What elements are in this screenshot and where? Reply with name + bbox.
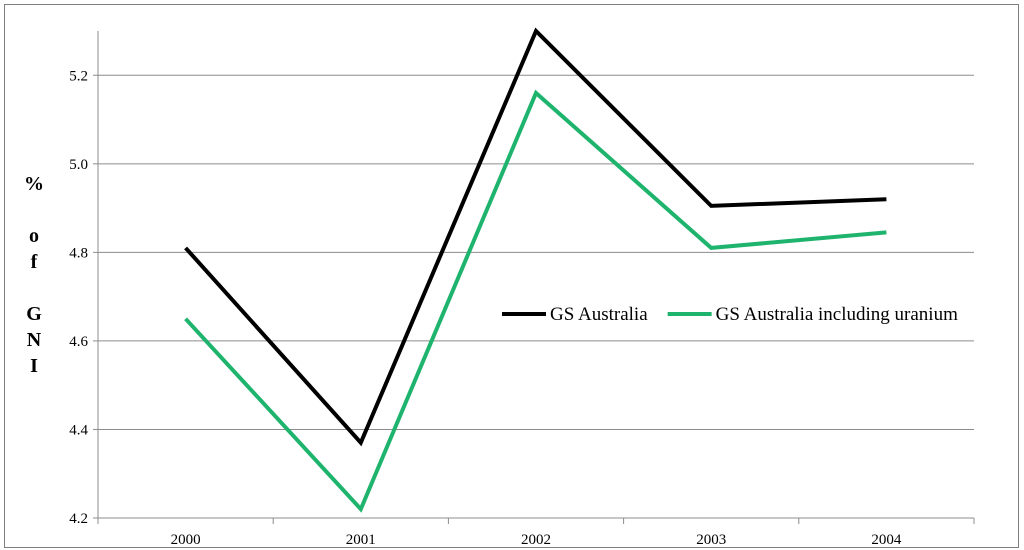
x-tick-labels: 2000 2001 2002 2003 2004 xyxy=(171,532,902,548)
y-tick-label: 5.2 xyxy=(69,68,88,84)
x-tick-label: 2003 xyxy=(696,532,726,548)
y-axis-label-char: N xyxy=(27,329,42,351)
y-axis-label-char: G xyxy=(26,303,42,325)
chart-frame xyxy=(4,4,1019,548)
gridlines xyxy=(98,74,974,430)
series-lines xyxy=(184,27,887,513)
y-tick-label: 4.8 xyxy=(69,245,88,261)
y-axis-label-char: f xyxy=(31,251,38,273)
legend-label-1: GS Australia xyxy=(550,304,648,325)
series-line-1 xyxy=(184,27,887,447)
x-tick-label: 2000 xyxy=(171,532,201,548)
y-tick-label: 4.4 xyxy=(69,422,88,438)
x-tick-label: 2002 xyxy=(521,532,551,548)
legend: GS Australia GS Australia including urani… xyxy=(502,304,958,325)
y-tick-label: 4.2 xyxy=(69,511,88,527)
x-tick-label: 2001 xyxy=(346,532,376,548)
x-tick-label: 2004 xyxy=(871,532,902,548)
axes xyxy=(93,31,975,524)
y-axis-label-char: o xyxy=(29,225,39,247)
legend-label-2: GS Australia including uranium xyxy=(716,304,958,325)
y-tick-label: 5.0 xyxy=(69,157,88,173)
y-axis-label: % of GNI xyxy=(24,173,44,377)
y-tick-labels: 4.2 4.4 4.6 4.8 5.0 5.2 xyxy=(69,68,88,527)
series-line-2 xyxy=(184,89,887,513)
y-axis-label-char: % xyxy=(24,173,44,195)
y-tick-label: 4.6 xyxy=(69,334,88,350)
y-axis-label-char: I xyxy=(30,355,38,377)
